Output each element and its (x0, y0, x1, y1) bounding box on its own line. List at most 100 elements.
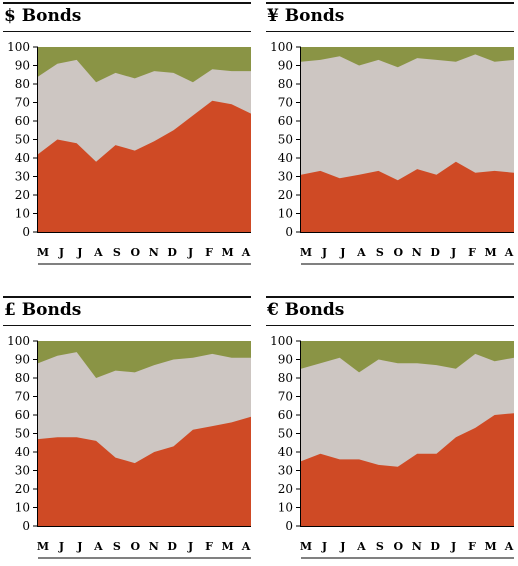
y-tick-label: 70 (15, 96, 30, 110)
y-tick-label: 10 (15, 207, 30, 221)
top-rule (266, 2, 514, 4)
title-rule (3, 325, 251, 326)
y-tick-label: 40 (278, 445, 293, 459)
x-tick-label: S (113, 246, 121, 259)
x-tick-label: D (167, 540, 177, 553)
x-tick-label: F (205, 540, 213, 553)
x-tick-label: N (149, 540, 159, 553)
area-bottom-band (301, 413, 514, 526)
y-tick-label: 90 (278, 59, 293, 73)
y-tick-label: 70 (15, 390, 30, 404)
x-tick-label: J (321, 540, 327, 553)
x-tick-label: M (484, 246, 496, 259)
top-rule (3, 2, 251, 4)
x-tick-label: J (187, 540, 193, 553)
chart-panel-jpy-bonds: ¥ Bonds 0 10 20 30 40 50 60 70 80 90 100 M J J A S O N D J F… (266, 2, 516, 272)
x-tick-label: A (356, 540, 366, 553)
y-tick-label: 0 (22, 225, 30, 239)
top-rule (3, 296, 251, 298)
y-tick-label: 0 (285, 225, 293, 239)
x-tick-label: S (376, 540, 384, 553)
chart-title: ¥ Bonds (267, 6, 345, 26)
y-tick-label: 80 (15, 371, 30, 385)
x-tick-label: A (93, 540, 103, 553)
y-tick-label: 90 (15, 59, 30, 73)
x-tick-label: M (300, 246, 312, 259)
y-tick-label: 40 (278, 151, 293, 165)
x-tick-label: N (412, 246, 422, 259)
x-tick-label: M (37, 246, 49, 259)
x-tick-label: F (468, 246, 476, 259)
y-tick-label: 60 (15, 114, 30, 128)
x-tick-label: A (241, 246, 251, 259)
area-bottom-band (38, 100, 251, 232)
x-tick-label: D (430, 540, 440, 553)
y-tick-label: 80 (15, 77, 30, 91)
x-tick-label: A (504, 246, 514, 259)
x-tick-label: D (167, 246, 177, 259)
y-tick-label: 30 (278, 170, 293, 184)
y-tick-label: 50 (15, 427, 30, 441)
area-bottom-band (38, 416, 251, 526)
x-tick-label: D (430, 246, 440, 259)
y-tick-label: 70 (278, 96, 293, 110)
x-tick-label: J (187, 246, 193, 259)
y-tick-label: 20 (278, 482, 293, 496)
x-tick-label: J (339, 246, 345, 259)
y-tick-label: 60 (15, 408, 30, 422)
x-tick-label: S (113, 540, 121, 553)
x-tick-label: A (93, 246, 103, 259)
y-tick-label: 50 (278, 427, 293, 441)
y-tick-label: 60 (278, 114, 293, 128)
x-tick-label: N (412, 540, 422, 553)
x-tick-label: J (450, 540, 456, 553)
y-tick-label: 50 (15, 133, 30, 147)
x-tick-label: J (321, 246, 327, 259)
x-tick-label: J (76, 246, 82, 259)
chart-panel-usd-bonds: $ Bonds 0 10 20 30 40 50 60 70 80 90 100 M J J A S O N D J F… (3, 2, 253, 272)
x-tick-label: M (37, 540, 49, 553)
y-tick-label: 40 (15, 445, 30, 459)
title-rule (266, 325, 514, 326)
y-tick-label: 20 (278, 188, 293, 202)
y-tick-label: 50 (278, 133, 293, 147)
x-tick-label: M (484, 540, 496, 553)
chart-title: € Bonds (267, 300, 345, 320)
y-tick-label: 40 (15, 151, 30, 165)
x-tick-label: F (468, 540, 476, 553)
y-tick-label: 30 (278, 464, 293, 478)
chart-panel-gbp-bonds: £ Bonds 0 10 20 30 40 50 60 70 80 90 100 M J J A S O N D J F… (3, 296, 253, 566)
y-tick-label: 10 (15, 501, 30, 515)
chart-title: $ Bonds (4, 6, 82, 26)
top-rule (266, 296, 514, 298)
y-tick-label: 100 (270, 334, 293, 348)
y-tick-label: 20 (15, 482, 30, 496)
x-tick-label: M (300, 540, 312, 553)
y-tick-label: 30 (15, 464, 30, 478)
y-tick-label: 0 (22, 519, 30, 533)
y-tick-label: 90 (278, 353, 293, 367)
x-tick-label: A (504, 540, 514, 553)
y-tick-label: 10 (278, 501, 293, 515)
x-tick-label: A (241, 540, 251, 553)
y-tick-label: 70 (278, 390, 293, 404)
y-tick-label: 100 (270, 40, 293, 54)
title-rule (266, 31, 514, 32)
x-tick-label: O (130, 246, 140, 259)
y-tick-label: 90 (15, 353, 30, 367)
x-tick-label: J (58, 246, 64, 259)
x-tick-label: O (393, 540, 403, 553)
x-tick-label: S (376, 246, 384, 259)
area-bottom-band (301, 161, 514, 232)
x-tick-label: J (58, 540, 64, 553)
x-tick-label: O (130, 540, 140, 553)
x-tick-label: J (450, 246, 456, 259)
y-tick-label: 30 (15, 170, 30, 184)
x-tick-label: J (339, 540, 345, 553)
y-tick-label: 10 (278, 207, 293, 221)
x-tick-label: J (76, 540, 82, 553)
y-tick-label: 80 (278, 77, 293, 91)
